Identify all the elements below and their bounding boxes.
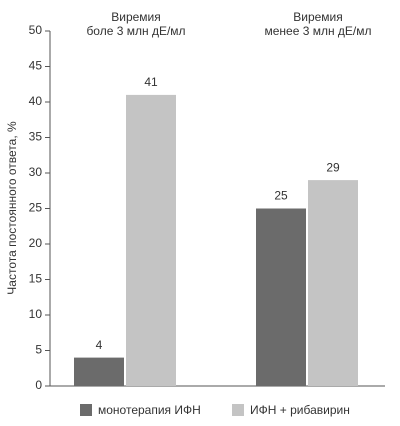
y-tick-label: 50 — [29, 23, 43, 37]
y-tick-label: 25 — [29, 201, 43, 215]
y-tick-label: 45 — [29, 59, 43, 73]
legend-label: монотерапия ИФН — [98, 403, 201, 417]
y-tick-label: 30 — [29, 165, 43, 179]
legend-swatch — [80, 404, 92, 416]
value-label: 4 — [96, 338, 103, 352]
y-tick-label: 0 — [35, 378, 42, 392]
bar — [308, 180, 358, 386]
legend-swatch — [232, 404, 244, 416]
value-label: 41 — [144, 75, 158, 89]
bar — [74, 357, 124, 386]
value-label: 25 — [274, 189, 288, 203]
bar — [256, 208, 306, 386]
y-tick-label: 10 — [29, 307, 43, 321]
category-label: Виремия менее 3 млн дЕ/мл — [264, 10, 372, 38]
y-tick-label: 20 — [29, 236, 43, 250]
y-tick-label: 40 — [29, 94, 43, 108]
category-label: Виремия боле 3 млн дЕ/мл — [86, 10, 186, 38]
y-tick-label: 5 — [35, 343, 42, 357]
value-label: 29 — [326, 160, 340, 174]
y-tick-label: 15 — [29, 272, 43, 286]
y-axis-label: Частота постоянного ответа, % — [5, 121, 19, 295]
bar — [126, 94, 176, 387]
legend-label: ИФН + рибавирин — [250, 403, 350, 417]
y-tick-label: 35 — [29, 130, 43, 144]
